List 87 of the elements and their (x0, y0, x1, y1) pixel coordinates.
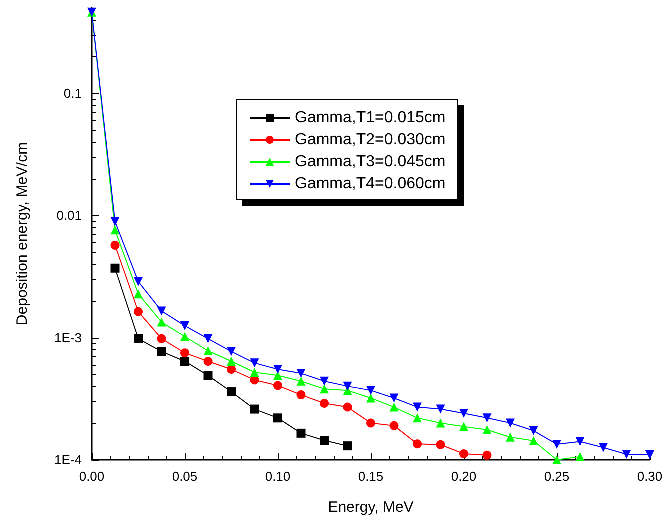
point (436, 440, 446, 450)
point (460, 449, 468, 458)
point (180, 321, 190, 330)
legend-label: Gamma,T4=0.060cm (295, 176, 446, 192)
point (180, 332, 190, 342)
point (296, 390, 306, 400)
point (204, 356, 213, 366)
point (436, 418, 446, 428)
point (506, 432, 515, 442)
point (110, 226, 120, 235)
point (320, 384, 329, 394)
point (227, 356, 236, 366)
point (250, 368, 260, 378)
x-tick-label: 0.20 (451, 469, 477, 484)
point (576, 452, 585, 462)
y-tick-label: 1E-4 (54, 452, 82, 468)
x-axis-title: Energy, MeV (328, 499, 414, 516)
point (134, 290, 143, 299)
point (274, 371, 282, 380)
point (134, 334, 143, 344)
x-tick-label: 0.00 (79, 469, 105, 484)
legend-label: Gamma,T3=0.045cm (295, 154, 446, 170)
point (204, 334, 213, 344)
point (343, 442, 352, 451)
point (227, 347, 236, 356)
x-tick-label: 0.10 (265, 469, 291, 484)
point (343, 382, 352, 391)
point (552, 440, 562, 449)
point (204, 346, 213, 356)
y-axis-title: Deposition energy, MeV/cm (14, 142, 31, 326)
point (227, 365, 236, 374)
legend-label: Gamma,T2=0.030cm (295, 132, 446, 148)
point (110, 217, 120, 226)
point (134, 277, 143, 286)
x-tick-label: 0.30 (637, 469, 663, 484)
point (529, 426, 538, 436)
point (390, 421, 399, 430)
y-tick-label: 0.1 (64, 86, 82, 101)
point (320, 399, 329, 408)
point (482, 426, 492, 434)
point (180, 348, 190, 358)
y-tick-label: 0.01 (56, 208, 82, 224)
point (157, 306, 166, 316)
point (413, 414, 422, 423)
point (436, 404, 446, 414)
point (366, 418, 376, 428)
point (529, 436, 538, 446)
point (274, 381, 282, 390)
point (320, 376, 329, 386)
point (157, 334, 166, 344)
point (180, 356, 190, 366)
x-tick-label: 0.05 (172, 469, 198, 484)
point (576, 437, 585, 446)
point (296, 376, 306, 386)
point (274, 365, 282, 374)
point (157, 347, 166, 356)
point (552, 456, 562, 464)
point (296, 369, 306, 378)
point (390, 402, 399, 412)
point (413, 402, 422, 412)
point (506, 418, 515, 428)
point (366, 386, 376, 396)
point (622, 450, 632, 459)
x-tick-label: 0.25 (544, 469, 570, 484)
point (599, 443, 608, 452)
point (134, 307, 143, 316)
legend-label: Gamma,T1=0.015cm (295, 110, 446, 126)
point (413, 440, 422, 449)
point (482, 414, 492, 423)
point (157, 318, 166, 327)
point (274, 414, 282, 423)
point (110, 240, 120, 250)
point (366, 394, 376, 403)
point (343, 402, 352, 412)
point (460, 409, 468, 418)
point (460, 422, 468, 432)
point (390, 394, 399, 403)
point (204, 371, 213, 380)
point (110, 264, 120, 273)
point (482, 450, 492, 460)
point (227, 388, 236, 397)
point (250, 358, 260, 368)
point (320, 436, 329, 446)
point (296, 428, 306, 438)
point (250, 404, 260, 414)
x-tick-label: 0.15 (358, 469, 384, 484)
y-tick-label: 1E-3 (54, 330, 82, 346)
